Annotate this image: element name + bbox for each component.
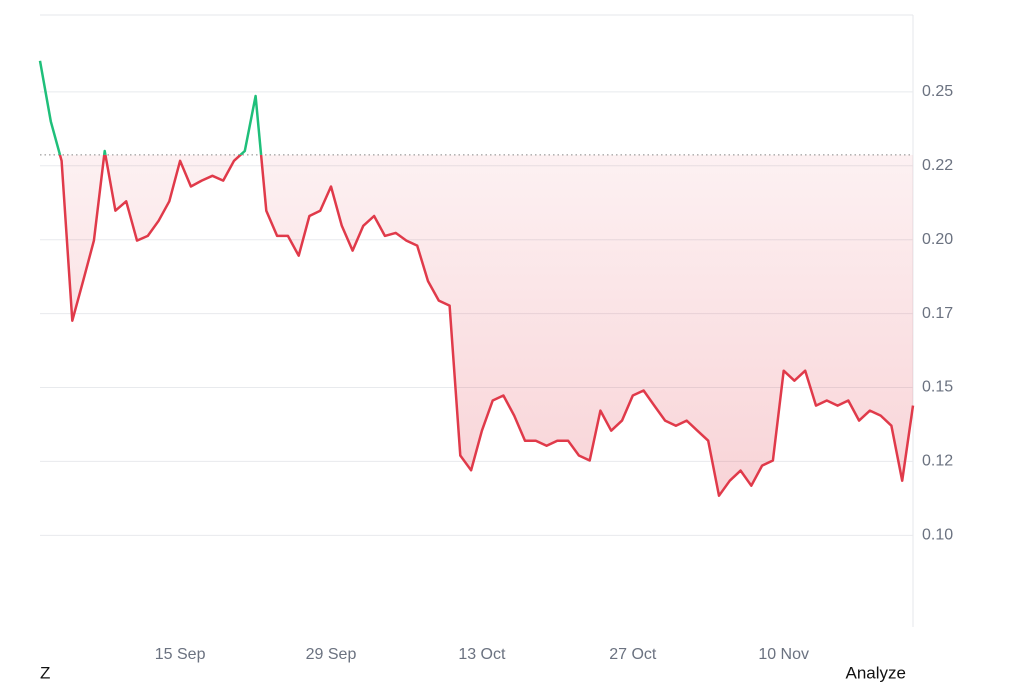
y-tick-label: 0.17	[922, 305, 953, 322]
x-tick-label: 10 Nov	[758, 646, 809, 663]
y-tick-label: 0.22	[922, 157, 953, 174]
x-tick-label: 15 Sep	[155, 646, 206, 663]
area-fill	[59, 154, 913, 496]
y-tick-label: 0.10	[922, 527, 953, 544]
x-tick-label: 27 Oct	[609, 646, 657, 663]
y-tick-label: 0.15	[922, 379, 953, 396]
y-tick-label: 0.12	[922, 453, 953, 470]
x-tick-label: 13 Oct	[458, 646, 506, 663]
price-line-down	[58, 154, 915, 497]
x-tick-label: 29 Sep	[306, 646, 357, 663]
footer-right[interactable]: Analyze	[846, 663, 906, 682]
y-tick-label: 0.20	[922, 231, 953, 248]
footer-left: Z	[40, 663, 50, 682]
y-tick-label: 0.25	[922, 83, 953, 100]
